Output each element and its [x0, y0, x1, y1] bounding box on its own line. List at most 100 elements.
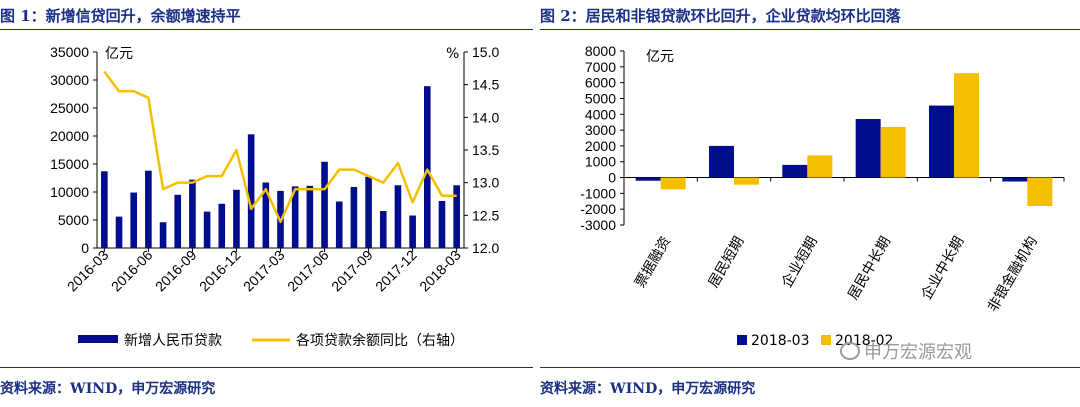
legend-label-bar: 新增人民币贷款: [124, 333, 222, 349]
loan-bar: [379, 211, 387, 248]
loan-bar: [306, 185, 314, 248]
loan-bar: [409, 215, 416, 248]
left-y-tick-label: 0: [81, 240, 89, 256]
left-y-tick-label: 15000: [50, 156, 89, 172]
right-y-tick-label: 12.5: [472, 207, 499, 223]
legend-swatch-bar: [78, 335, 118, 343]
bar-2018-02: [880, 126, 906, 178]
loan-bar: [203, 211, 211, 248]
bar-2018-02: [660, 177, 686, 190]
y-tick-label: 7000: [585, 59, 616, 75]
y-unit-label: 亿元: [646, 49, 674, 65]
figure-2-top-rule: [540, 29, 1080, 30]
bar-2018-02: [807, 155, 833, 178]
x-tick-label: 2017-06: [284, 247, 332, 295]
legend-label-line: 各项贷款余额同比（右轴）: [296, 332, 464, 349]
loan-bar: [115, 216, 123, 248]
loan-bar: [394, 185, 402, 248]
y-tick-label: 2000: [585, 138, 616, 154]
loan-bar: [218, 203, 226, 248]
x-tick-label: 2017-12: [372, 247, 420, 295]
bar-2018-03: [782, 164, 808, 178]
right-y-tick-label: 13.0: [472, 175, 499, 191]
y-tick-label: 0: [608, 170, 616, 186]
right-y-tick-label: 14.0: [472, 109, 499, 125]
category-label: 居民中长期: [845, 234, 894, 303]
bar-2018-03: [855, 119, 881, 178]
loan-bar: [159, 222, 167, 248]
category-label: 居民短期: [706, 234, 748, 290]
yoy-growth-line: [103, 70, 457, 224]
loan-bar: [365, 176, 372, 248]
loan-bar: [262, 182, 270, 248]
loan-bar: [130, 192, 138, 248]
loan-bar: [247, 134, 255, 248]
legend-label-2018-03: 2018-03: [751, 333, 810, 349]
left-y-tick-label: 5000: [58, 212, 89, 228]
watermark: 申万宏源宏观: [840, 338, 972, 364]
loan-bar: [321, 161, 328, 248]
x-tick-label: 2017-09: [328, 247, 376, 295]
y-tick-label: 8000: [585, 43, 616, 59]
bar-2018-02: [734, 177, 759, 185]
bar-2018-03: [709, 145, 734, 178]
y-tick-label: 6000: [585, 75, 616, 91]
left-unit-label: 亿元: [105, 46, 133, 62]
right-y-tick-label: 12.0: [472, 240, 499, 256]
figure-2-title: 图 2：居民和非银贷款环比回升，企业贷款均环比回落: [540, 7, 901, 25]
x-tick-label: 2016-06: [108, 247, 156, 295]
loan-bar: [350, 186, 358, 248]
figure-1-top-rule: [0, 29, 533, 30]
figure-1-panel: 图 1：新增信贷回升，余额增速持平 0 5000 10000 15000 20000 25…: [0, 0, 533, 407]
category-label: 非银金融机构: [985, 234, 1041, 315]
loan-bar: [453, 185, 460, 248]
figure-1-title: 图 1：新增信贷回升，余额增速持平: [0, 7, 241, 25]
loan-bar: [233, 189, 240, 248]
loan-bar: [145, 170, 152, 248]
loan-bar: [291, 186, 299, 248]
legend-swatch-2018-02: [821, 335, 831, 345]
y-tick-label: 3000: [585, 122, 616, 138]
legend-swatch-2018-03: [737, 335, 747, 345]
bar-2018-02: [1027, 177, 1053, 207]
loan-bar: [174, 194, 182, 248]
figure-2-bottom-rule: [540, 367, 1080, 368]
wechat-icon: [840, 342, 860, 360]
category-label: 票据融资: [632, 234, 674, 290]
right-unit-label: %: [446, 46, 459, 62]
figure-1-bottom-rule: [0, 367, 533, 368]
figure-2-chart: -3000-2000-10000100020003000400050006000…: [580, 43, 1065, 349]
x-tick-label: 2017-03: [240, 247, 288, 295]
figure-1-chart: 0 5000 10000 15000 20000 25000 30000 35000 12.0 1…: [50, 44, 499, 349]
bar-2018-03: [929, 105, 954, 178]
x-tick-label: 2018-03: [416, 247, 464, 295]
left-y-tick-label: 30000: [50, 72, 89, 88]
watermark-text: 申万宏源宏观: [864, 342, 972, 363]
y-tick-label: 4000: [585, 106, 616, 122]
y-tick-label: -1000: [580, 185, 616, 201]
left-y-tick-label: 20000: [50, 128, 89, 144]
left-y-tick-label: 25000: [50, 100, 89, 116]
y-tick-label: 5000: [585, 90, 616, 106]
right-y-tick-label: 15.0: [472, 44, 499, 60]
x-tick-label: 2016-09: [152, 247, 200, 295]
category-label: 企业中长期: [918, 234, 968, 303]
y-tick-label: -2000: [580, 201, 616, 217]
x-tick-label: 2016-12: [196, 247, 244, 295]
figure-2-panel: 图 2：居民和非银贷款环比回升，企业贷款均环比回落 -3000 -2000 -100…: [540, 0, 1080, 407]
bar-2018-03: [1002, 177, 1028, 182]
figure-1-source: 资料来源：WIND，申万宏源研究: [0, 381, 216, 397]
loan-bar: [423, 86, 431, 248]
loan-bar: [189, 179, 196, 248]
loan-bar: [101, 171, 108, 248]
left-y-tick-label: 10000: [50, 184, 89, 200]
loan-bar: [438, 200, 446, 248]
category-label: 企业短期: [778, 234, 821, 291]
bar-2018-03: [635, 177, 661, 181]
left-y-tick-label: 35000: [50, 44, 89, 60]
figure-2-source: 资料来源：WIND，申万宏源研究: [540, 381, 756, 397]
right-y-tick-label: 13.5: [472, 142, 499, 158]
right-y-tick-label: 14.5: [472, 77, 499, 93]
bar-2018-02: [954, 73, 979, 178]
y-tick-label: 1000: [585, 154, 616, 170]
